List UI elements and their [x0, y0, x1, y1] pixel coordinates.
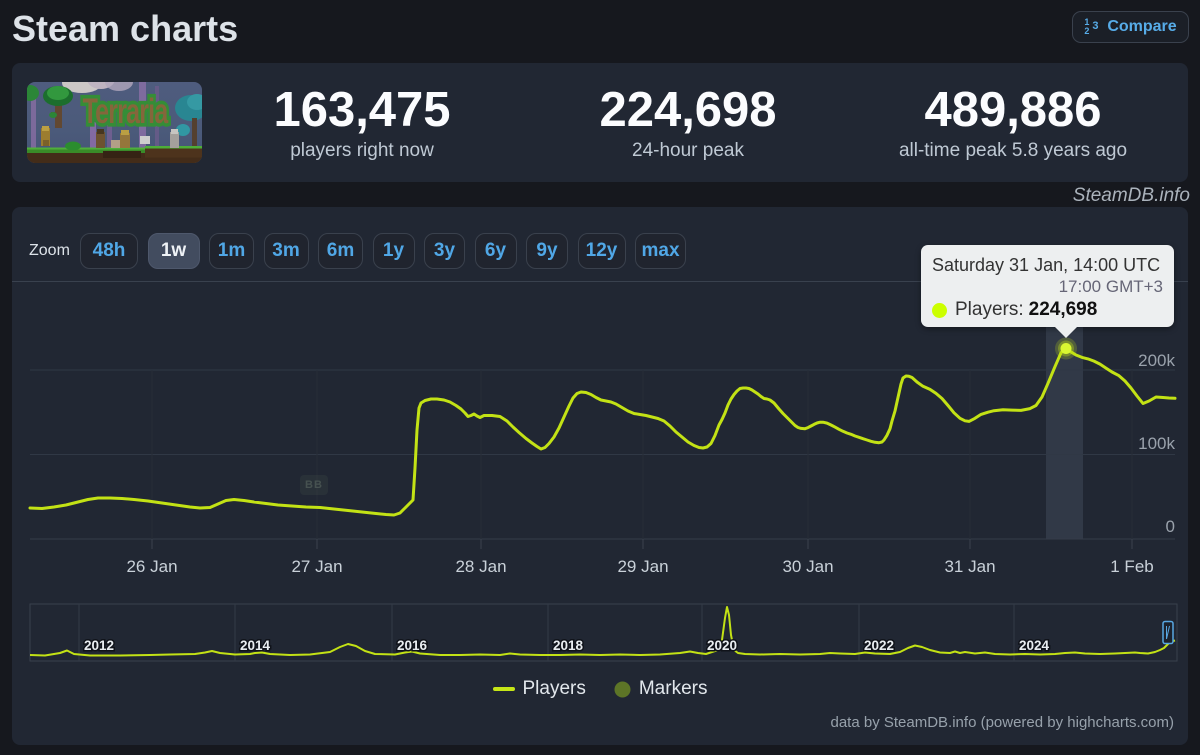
- svg-text:2016: 2016: [397, 638, 428, 653]
- svg-text:2022: 2022: [864, 638, 894, 653]
- svg-text:2012: 2012: [84, 638, 114, 653]
- svg-text:Terraria: Terraria: [83, 92, 169, 131]
- svg-text:2014: 2014: [240, 638, 271, 653]
- svg-text:2018: 2018: [553, 638, 584, 653]
- svg-text:2020: 2020: [707, 638, 737, 653]
- svg-text:2024: 2024: [1019, 638, 1050, 653]
